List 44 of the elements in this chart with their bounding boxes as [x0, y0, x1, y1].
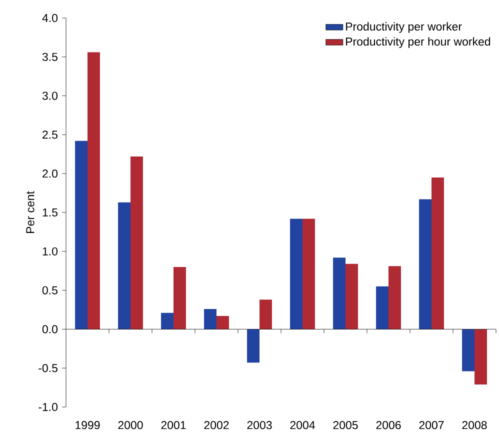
y-tick-label: 0.0 — [42, 325, 58, 334]
x-tick-label: 2001 — [161, 421, 186, 430]
bar — [118, 202, 130, 330]
bar — [432, 177, 444, 330]
y-tick-label: 3.0 — [42, 92, 58, 100]
x-tick-label: 2007 — [419, 421, 444, 430]
bar — [302, 218, 315, 330]
bar — [376, 286, 389, 330]
x-tick-label: 2006 — [376, 421, 401, 430]
y-tick-label: 4.0 — [42, 14, 58, 22]
x-tick-label: 1999 — [76, 421, 100, 430]
x-tick-label: 2002 — [204, 421, 229, 430]
bar — [419, 199, 432, 330]
bar — [204, 308, 216, 330]
x-tick-label: 2004 — [290, 421, 315, 430]
bar — [88, 52, 100, 330]
y-tick-label: -1.0 — [38, 402, 58, 412]
bar — [388, 266, 401, 330]
bar — [174, 266, 186, 330]
y-tick-label: 2.5 — [42, 130, 58, 139]
y-tick-label: -0.5 — [38, 364, 58, 372]
bar — [290, 218, 302, 330]
bar — [216, 316, 229, 330]
bar — [462, 329, 475, 372]
x-tick-label: 2008 — [462, 421, 487, 430]
bar — [130, 156, 143, 330]
bar — [161, 312, 174, 330]
y-tick-label: 1.0 — [42, 247, 58, 256]
bar — [474, 329, 487, 384]
x-tick-label: 2003 — [247, 421, 272, 430]
bar — [333, 258, 346, 330]
y-tick-label: 3.5 — [42, 52, 58, 61]
y-tick-label: 2.0 — [42, 170, 58, 178]
bar — [75, 140, 88, 330]
legend-label: Productivity per worker — [346, 22, 462, 33]
legend-label: Productivity per hour worked — [346, 37, 490, 48]
y-tick-label: 0.5 — [42, 286, 58, 294]
x-tick-label: 2005 — [333, 421, 358, 430]
y-axis-title: Per cent — [26, 191, 34, 233]
x-tick-label: 2000 — [118, 421, 143, 430]
y-tick-label: 1.5 — [42, 208, 58, 217]
bar — [346, 264, 358, 330]
bar — [247, 329, 260, 363]
bar — [260, 300, 272, 330]
